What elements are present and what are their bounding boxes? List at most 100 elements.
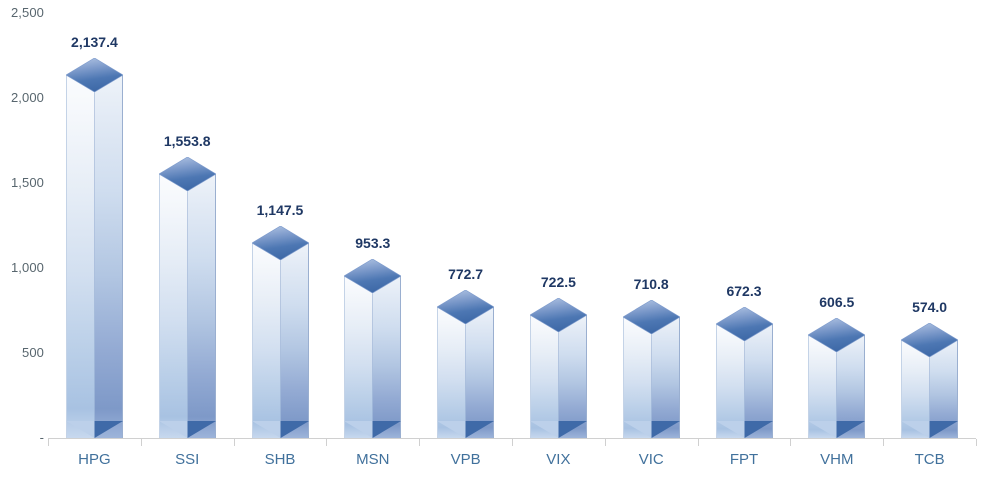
category-label-fpt: FPT <box>729 451 759 468</box>
bar-face-right <box>94 74 123 438</box>
y-axis-tick-label: - <box>39 430 44 445</box>
data-label-msn: 953.3 <box>355 234 391 251</box>
data-label-vpb: 772.7 <box>448 265 484 282</box>
bar-body <box>530 315 587 438</box>
bar-tcb[interactable] <box>901 323 958 438</box>
bar-bottom-face <box>901 420 958 438</box>
bar-top-face <box>344 258 401 293</box>
category-label-vic: VIC <box>638 451 664 468</box>
bar-face-left <box>716 323 745 438</box>
bar-top-face <box>159 156 216 191</box>
bar-face-left <box>66 74 95 438</box>
bar-face-left <box>344 275 373 438</box>
category-label-vhm: VHM <box>820 451 854 468</box>
bar-face-left <box>159 173 188 438</box>
data-label-fpt: 672.3 <box>726 282 762 299</box>
bar-edge-seam <box>187 173 188 438</box>
bar-top-face <box>530 298 587 333</box>
category-axis-tick <box>976 439 977 446</box>
bar-edge-seam <box>651 317 652 438</box>
category-axis-line <box>48 438 976 439</box>
bar-body <box>808 334 865 438</box>
bar-vhm[interactable] <box>808 317 865 438</box>
bar-ssi[interactable] <box>159 156 216 438</box>
bar-vpb[interactable] <box>437 289 494 438</box>
bar-body <box>66 74 123 438</box>
data-label-hpg: 2,137.4 <box>71 33 118 50</box>
bar-bottom-face <box>437 420 494 438</box>
bar-fpt[interactable] <box>716 306 773 438</box>
bar-face-left <box>623 317 652 438</box>
bar-bottom-face <box>159 420 216 438</box>
bar-face-right <box>836 334 865 438</box>
bar-edge-seam <box>372 275 373 438</box>
bar-msn[interactable] <box>344 258 401 438</box>
bar-edge-seam <box>465 306 466 438</box>
data-label-vix: 722.5 <box>540 274 576 291</box>
bar-top-face <box>808 317 865 352</box>
category-axis-tick <box>48 439 49 446</box>
category-axis-tick <box>140 439 142 446</box>
y-axis-tick-label: 500 <box>22 345 44 360</box>
y-axis-tick-label: 1,000 <box>10 260 44 275</box>
data-label-ssi: 1,553.8 <box>163 132 211 149</box>
y-axis-tick-label: 1,500 <box>10 175 44 190</box>
bar-shb[interactable] <box>252 225 309 438</box>
bar-face-right <box>558 315 587 438</box>
bar-edge-seam <box>94 74 95 438</box>
bar-bottom-face <box>66 420 123 438</box>
category-label-vpb: VPB <box>450 451 481 468</box>
category-label-ssi: SSI <box>175 451 200 468</box>
category-axis-tick <box>604 439 606 446</box>
category-axis-tick <box>419 439 421 446</box>
bar-bottom-face <box>716 420 773 438</box>
category-label-shb: SHB <box>264 451 296 468</box>
bar-face-right <box>744 323 773 438</box>
bar-top-face <box>716 306 773 341</box>
bar-bottom-face <box>623 420 680 438</box>
bar-face-right <box>187 173 216 438</box>
bar-body <box>344 275 401 438</box>
bar-face-left <box>808 334 837 438</box>
bar-face-left <box>437 306 466 438</box>
bar-top-face <box>623 300 680 335</box>
bar-face-right <box>465 306 494 438</box>
bar-vic[interactable] <box>623 300 680 438</box>
bar-edge-seam <box>836 334 837 438</box>
bar-top-face <box>252 225 309 260</box>
bar-face-left <box>530 315 559 438</box>
bar-body <box>437 306 494 438</box>
bar-body <box>159 173 216 438</box>
bar-body <box>623 317 680 438</box>
category-label-hpg: HPG <box>78 451 111 468</box>
bar-vix[interactable] <box>530 298 587 438</box>
category-axis-tick <box>697 439 699 446</box>
bar-edge-seam <box>558 315 559 438</box>
bar-face-right <box>280 242 309 438</box>
bar-top-face <box>901 323 958 358</box>
category-axis-tick <box>233 439 235 446</box>
bar-edge-seam <box>280 242 281 438</box>
bar-hpg[interactable] <box>66 57 123 438</box>
category-label-msn: MSN <box>356 451 390 468</box>
bar-bottom-face <box>252 420 309 438</box>
bar-edge-seam <box>744 323 745 438</box>
data-label-tcb: 574.0 <box>912 299 948 316</box>
bar-bottom-face <box>344 420 401 438</box>
y-axis-tick-label: 2,500 <box>10 5 44 20</box>
category-label-vix: VIX <box>546 451 571 468</box>
data-label-vic: 710.8 <box>633 276 669 293</box>
data-label-shb: 1,147.5 <box>256 201 304 218</box>
bar-face-left <box>252 242 281 438</box>
bar-top-face <box>66 57 123 92</box>
category-axis-tick <box>326 439 328 446</box>
y-axis-tick-label: 2,000 <box>10 90 44 105</box>
bar-bottom-face <box>808 420 865 438</box>
category-axis-tick <box>790 439 792 446</box>
bar-body <box>252 242 309 438</box>
bar-face-right <box>372 275 401 438</box>
category-axis-tick <box>512 439 513 446</box>
bar-bottom-face <box>530 420 587 438</box>
bar-top-face <box>437 289 494 324</box>
